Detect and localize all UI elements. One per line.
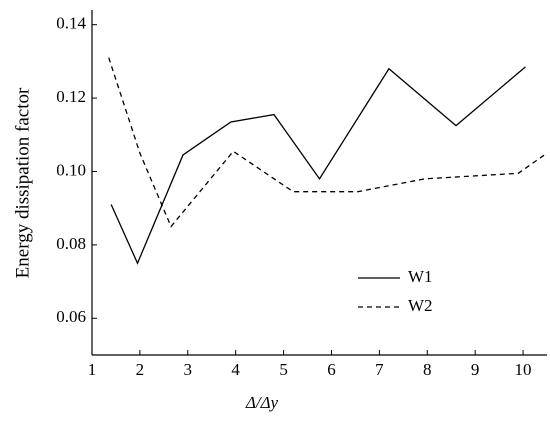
y-axis-label: Energy dissipation factor: [12, 87, 33, 278]
x-tick-label: 2: [136, 360, 145, 379]
y-tick-label: 0.12: [56, 87, 86, 106]
x-tick-label: 6: [327, 360, 336, 379]
x-tick-label: 8: [423, 360, 432, 379]
legend-label: W2: [408, 296, 433, 315]
x-tick-label: 9: [471, 360, 480, 379]
x-tick-label: 1: [88, 360, 97, 379]
y-tick-label: 0.08: [56, 234, 86, 253]
x-tick-label: 5: [279, 360, 288, 379]
legend-label: W1: [408, 267, 433, 286]
x-tick-label: 7: [375, 360, 384, 379]
y-tick-label: 0.14: [56, 14, 86, 33]
series-line: [110, 66, 526, 265]
x-axis-label: Δ/Δy: [245, 393, 279, 412]
y-tick-label: 0.10: [56, 160, 86, 179]
y-tick-label: 0.06: [56, 307, 86, 326]
x-tick-label: 10: [515, 360, 532, 379]
x-tick-label: 4: [231, 360, 240, 379]
x-tick-label: 3: [184, 360, 193, 379]
series-line: [108, 57, 548, 228]
